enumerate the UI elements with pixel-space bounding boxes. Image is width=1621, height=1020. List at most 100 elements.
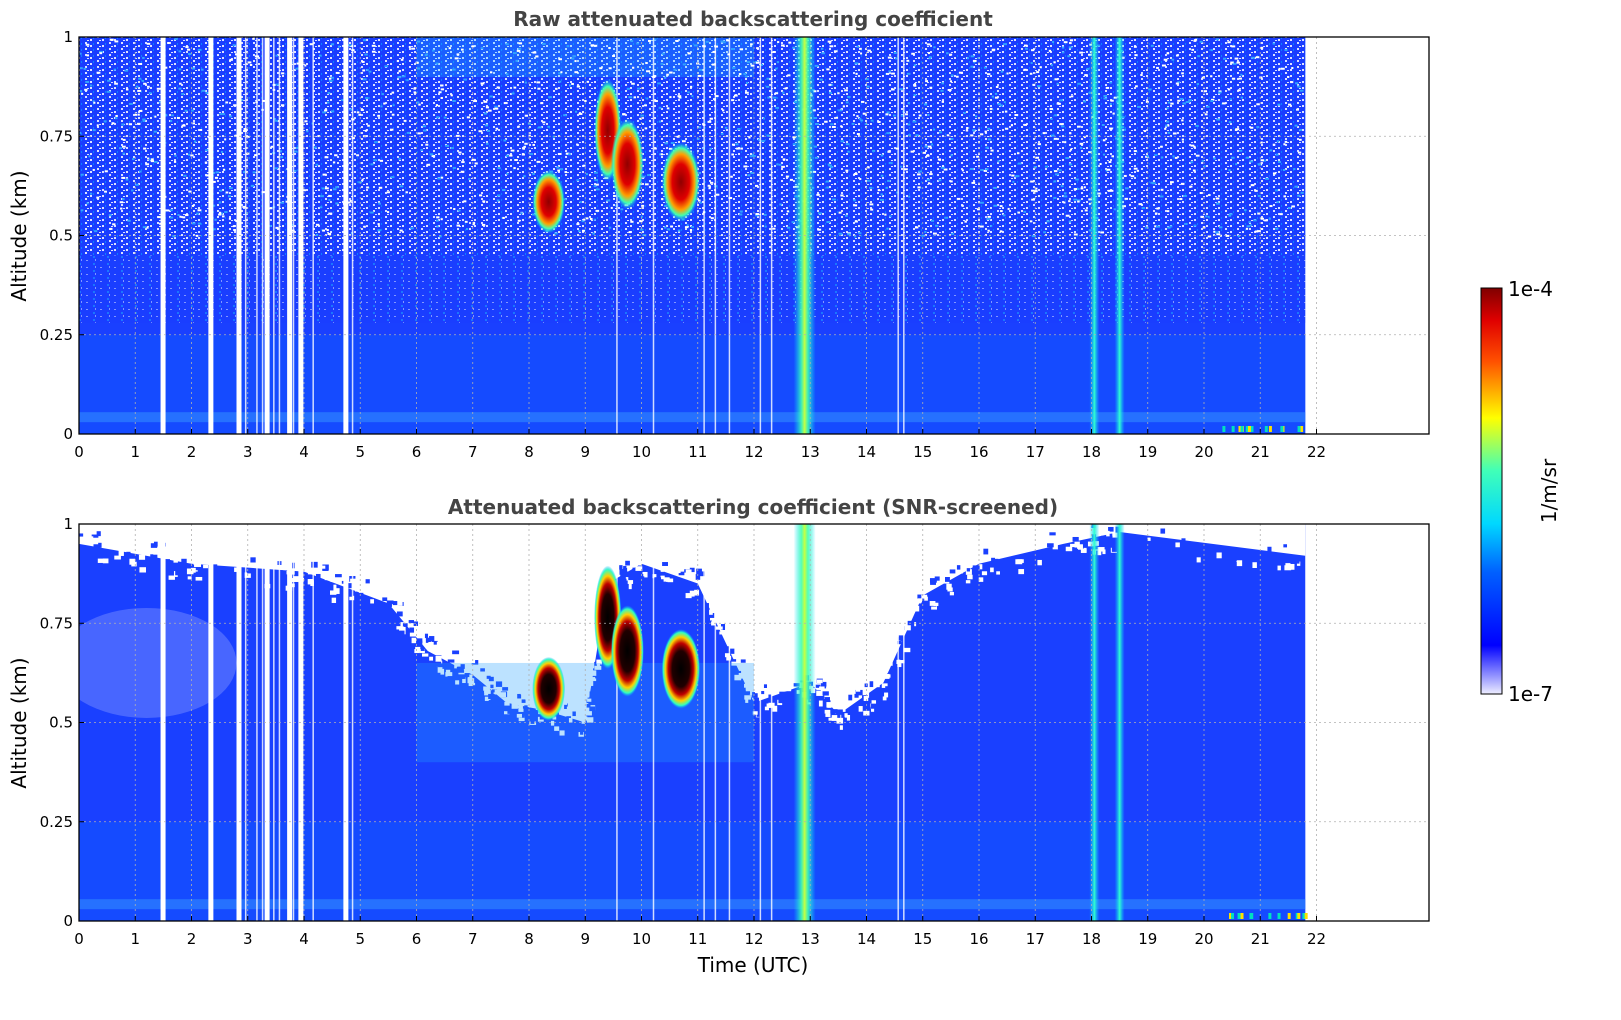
- noise-speckle: [275, 83, 280, 86]
- noise-speckle: [1067, 55, 1070, 58]
- noise-speckle: [321, 187, 325, 190]
- edge-speck: [513, 689, 520, 694]
- noise-speckle: [743, 72, 747, 75]
- noise-speckle: [197, 209, 202, 212]
- panel2-title: Attenuated backscattering coefficient (S…: [448, 495, 1058, 519]
- noise-speckle: [1032, 83, 1036, 86]
- data-gap-thin: [261, 524, 264, 921]
- noise-speckle: [1109, 127, 1113, 130]
- edge-speck: [975, 557, 981, 563]
- noise-speckle: [171, 114, 174, 117]
- noise-speckle: [856, 133, 860, 136]
- noise-speckle: [522, 147, 526, 150]
- noise-speckle: [176, 116, 180, 119]
- noise-speckle: [146, 226, 149, 229]
- edge-speck: [631, 582, 636, 588]
- noise-speckle: [887, 179, 891, 182]
- noise-speckle: [833, 50, 838, 53]
- edge-speck: [431, 640, 438, 645]
- noise-speckle: [1154, 153, 1158, 156]
- noise-speckle: [243, 171, 246, 174]
- noise-speckle: [269, 207, 273, 210]
- noise-speckle: [747, 174, 751, 177]
- edge-speck: [129, 558, 136, 565]
- noise-speckle: [1124, 187, 1129, 190]
- noise-speckle: [1053, 196, 1057, 199]
- edge-speck: [318, 564, 324, 571]
- noise-speckle: [1145, 100, 1149, 103]
- noise-speckle: [518, 47, 522, 50]
- edge-speck: [230, 561, 236, 566]
- edge-speck: [1206, 554, 1213, 558]
- edge-speck: [499, 692, 507, 698]
- edge-speck: [652, 574, 657, 579]
- noise-speckle: [1061, 51, 1065, 54]
- noise-speckle: [183, 174, 187, 177]
- noise-speckle: [764, 225, 767, 228]
- edge-speck: [778, 699, 784, 704]
- edge-speck: [622, 562, 628, 566]
- noise-speckle: [92, 168, 95, 171]
- noise-speckle: [1206, 105, 1210, 108]
- noise-speckle: [1254, 189, 1258, 192]
- noise-speckle: [1237, 235, 1240, 238]
- edge-speck: [756, 712, 762, 717]
- noise-speckle: [84, 88, 88, 91]
- noise-speckle: [85, 43, 90, 46]
- edge-speck: [882, 696, 887, 701]
- edge-speck: [1275, 557, 1280, 563]
- noise-speckle: [94, 230, 98, 233]
- noise-speckle: [913, 83, 917, 86]
- noise-speckle: [697, 199, 701, 202]
- noise-speckle: [285, 200, 288, 203]
- edge-speck: [853, 719, 861, 725]
- edge-speck: [624, 576, 629, 581]
- edge-speck: [349, 595, 355, 601]
- noise-speckle: [815, 123, 819, 126]
- noise-speckle: [514, 159, 518, 162]
- edge-speck: [1276, 554, 1283, 558]
- edge-speck: [753, 698, 759, 704]
- noise-speckle: [113, 68, 116, 71]
- noise-speckle: [360, 109, 364, 112]
- x-tick-label: 20: [1194, 930, 1213, 948]
- edge-speck: [745, 686, 750, 690]
- noise-speckle: [994, 92, 998, 95]
- noise-speckle: [556, 166, 560, 169]
- noise-speckle: [687, 91, 690, 94]
- noise-speckle: [138, 170, 142, 173]
- noise-speckle: [377, 223, 380, 226]
- noise-speckle: [781, 44, 785, 47]
- edge-speck: [631, 576, 636, 583]
- edge-speck: [594, 665, 602, 670]
- x-tick-label: 4: [299, 930, 309, 948]
- noise-speckle: [309, 43, 313, 46]
- noise-speckle: [1210, 49, 1213, 52]
- noise-speckle: [511, 92, 515, 95]
- edge-speck: [436, 641, 444, 647]
- noise-speckle: [378, 202, 381, 205]
- edge-speck: [589, 691, 594, 696]
- edge-speck: [213, 564, 218, 568]
- noise-speckle: [518, 42, 523, 45]
- noise-speckle: [730, 175, 733, 178]
- noise-speckle: [1190, 161, 1194, 164]
- noise-speckle: [472, 221, 476, 224]
- noise-speckle: [1156, 225, 1160, 228]
- noise-speckle: [925, 154, 930, 157]
- noise-speckle: [970, 65, 974, 68]
- noise-speckle: [640, 215, 643, 218]
- edge-speck: [881, 687, 887, 693]
- heatmap-surface-band: [79, 899, 1306, 910]
- noise-speckle: [1170, 102, 1174, 105]
- noise-speckle: [1216, 118, 1221, 121]
- edge-speck: [370, 599, 374, 604]
- edge-speck: [453, 653, 460, 658]
- edge-speck: [193, 561, 197, 565]
- noise-speckle: [781, 165, 785, 168]
- noise-speckle: [212, 180, 216, 183]
- edge-speck: [396, 626, 402, 630]
- edge-speck: [1290, 563, 1295, 570]
- noise-speckle: [888, 70, 891, 73]
- noise-speckle: [749, 155, 753, 158]
